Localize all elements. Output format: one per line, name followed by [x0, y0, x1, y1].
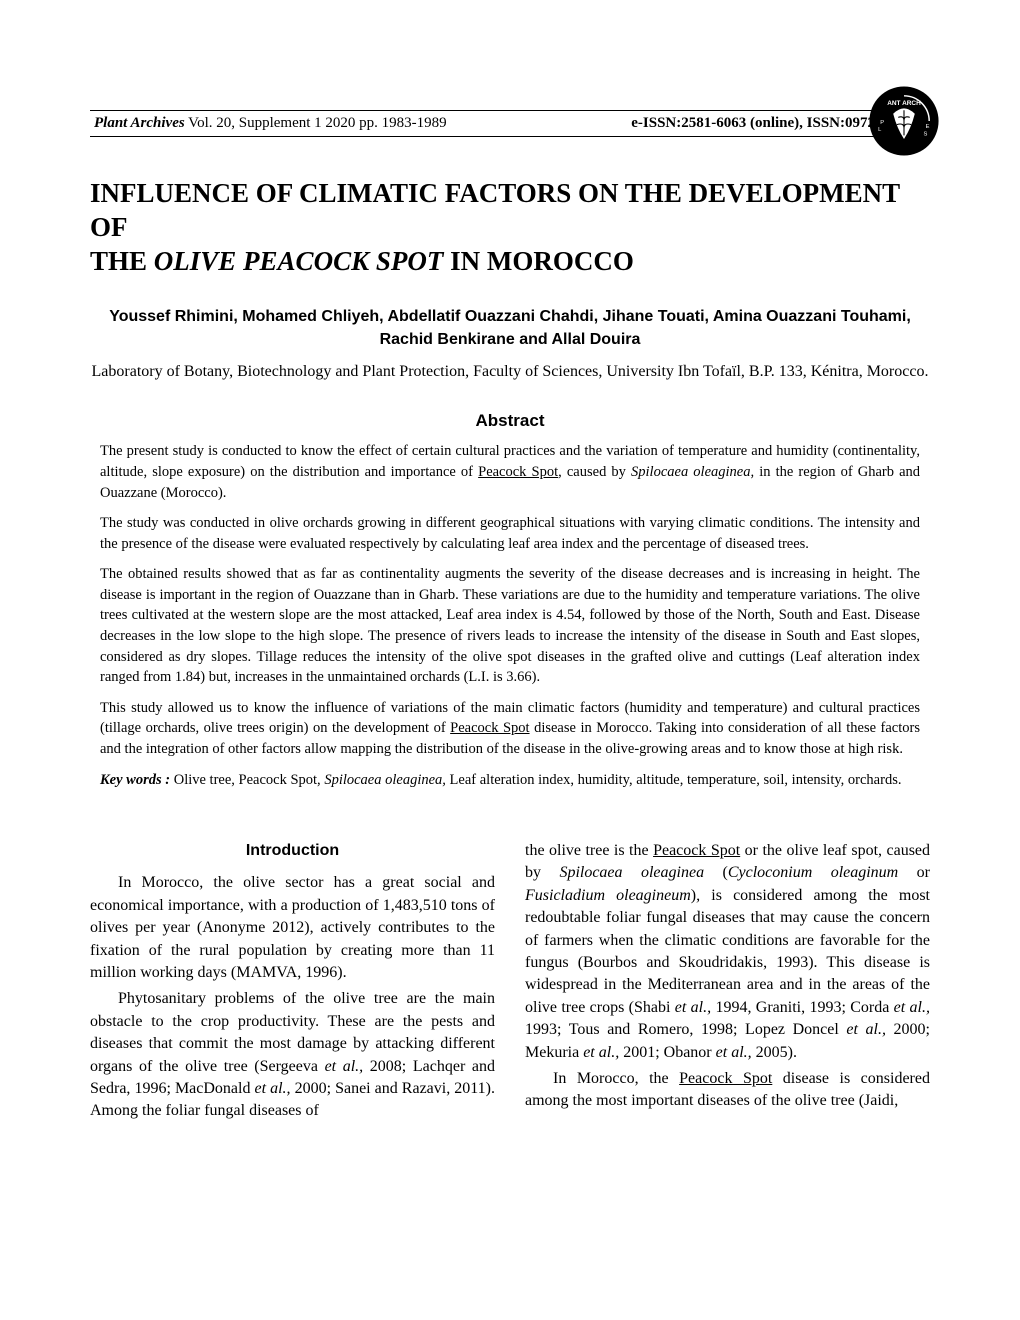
- abstract-p3: The obtained results showed that as far …: [100, 564, 920, 687]
- svg-text:E: E: [926, 124, 930, 130]
- keywords: Key words : Olive tree, Peacock Spot, Sp…: [100, 770, 920, 791]
- intro-p1: In Morocco, the olive sector has a great…: [90, 872, 495, 984]
- body-columns: Introduction In Morocco, the olive secto…: [90, 840, 930, 1127]
- title-line2-italic: OLIVE PEACOCK SPOT: [154, 246, 444, 276]
- intro-p3: the olive tree is the Peacock Spot or th…: [525, 840, 930, 1064]
- header-bar: Plant Archives Vol. 20, Supplement 1 202…: [90, 110, 930, 137]
- affiliation: Laboratory of Botany, Biotechnology and …: [90, 361, 930, 383]
- journal-left: Plant Archives Vol. 20, Supplement 1 202…: [90, 115, 447, 132]
- svg-text:L: L: [878, 127, 881, 133]
- authors: Youssef Rhimini, Mohamed Chliyeh, Abdell…: [90, 306, 930, 351]
- title-line2-pre: THE: [90, 246, 154, 276]
- paper-title: INFLUENCE OF CLIMATIC FACTORS ON THE DEV…: [90, 177, 930, 278]
- abstract-p1: The present study is conducted to know t…: [100, 441, 920, 503]
- journal-name: Plant Archives: [94, 115, 185, 131]
- title-line2-post: IN MOROCCO: [443, 246, 634, 276]
- svg-text:ANT ARCH: ANT ARCH: [887, 100, 921, 107]
- abstract-p2: The study was conducted in olive orchard…: [100, 513, 920, 554]
- column-right: the olive tree is the Peacock Spot or th…: [525, 840, 930, 1127]
- intro-heading: Introduction: [90, 840, 495, 862]
- title-line1: INFLUENCE OF CLIMATIC FACTORS ON THE DEV…: [90, 178, 900, 242]
- keywords-label: Key words :: [100, 772, 174, 788]
- abstract-heading: Abstract: [90, 411, 930, 431]
- intro-p2: Phytosanitary problems of the olive tree…: [90, 988, 495, 1122]
- journal-logo-icon: ANT ARCH P L E S: [868, 85, 940, 157]
- abstract-body: The present study is conducted to know t…: [90, 441, 930, 790]
- intro-p4: In Morocco, the Peacock Spot disease is …: [525, 1068, 930, 1113]
- abstract-p4: This study allowed us to know the influe…: [100, 698, 920, 760]
- column-left: Introduction In Morocco, the olive secto…: [90, 840, 495, 1127]
- svg-text:S: S: [923, 131, 927, 137]
- svg-text:P: P: [880, 120, 884, 126]
- journal-info: Plant Archives Vol. 20, Supplement 1 202…: [90, 110, 930, 137]
- journal-detail: Vol. 20, Supplement 1 2020 pp. 1983-1989: [185, 115, 447, 131]
